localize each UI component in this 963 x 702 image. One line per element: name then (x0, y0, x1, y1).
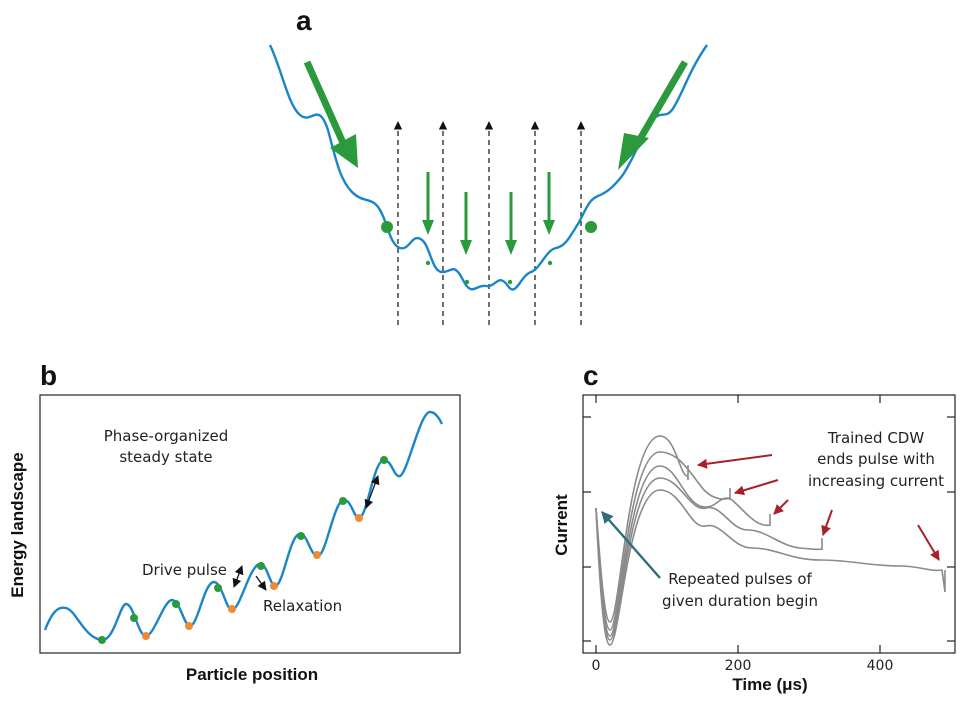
large-arrow-right-head (618, 133, 649, 170)
panel-b-particles (98, 456, 388, 644)
small-green-arrows (422, 172, 555, 255)
panel-c-yticks (583, 416, 955, 642)
particle-green-2 (130, 614, 138, 622)
particle-large-right (585, 221, 597, 233)
particle-small-4 (547, 260, 553, 266)
particle-green-4 (214, 584, 222, 592)
panel-a-letter: a (296, 5, 312, 36)
trace-3 (595, 465, 771, 637)
particle-orange-6 (355, 514, 363, 522)
energy-landscape-curve (43, 410, 444, 642)
drive-pulse-arrow (232, 565, 244, 588)
panel-b: b Energy landscape Particle position (8, 360, 461, 684)
particle-small-3 (507, 279, 513, 285)
small-arrow-2-head (460, 240, 472, 255)
red-arrow-1 (697, 454, 773, 469)
red-arrow-5 (917, 524, 940, 561)
panel-c-letter: c (583, 360, 599, 391)
red-arrow-3 (773, 499, 789, 515)
particle-orange-1 (142, 632, 150, 640)
steady-state-arrow (364, 475, 380, 509)
particle-orange-5 (313, 551, 321, 559)
large-green-arrows (303, 60, 689, 170)
particle-green-7 (339, 497, 347, 505)
annotation-steady-line2: steady state (119, 448, 212, 466)
particle-green-5 (257, 562, 265, 570)
panel-c: c 0 200 400 Current Time (μs) (552, 360, 956, 694)
relaxation-arrow (255, 575, 267, 591)
panel-c-frame (582, 394, 956, 654)
red-arrow-2 (734, 479, 779, 496)
panel-b-frame (39, 394, 461, 654)
large-arrow-left (303, 60, 348, 147)
annotation-trained-line3: increasing current (808, 472, 944, 490)
small-arrow-3-head (505, 240, 517, 255)
panel-b-ylabel: Energy landscape (8, 452, 27, 598)
panel-a: a (268, 5, 708, 325)
annotation-trained-line2: ends pulse with (817, 450, 935, 468)
xtick-label-200: 200 (725, 658, 752, 674)
panel-c-xlabel: Time (μs) (732, 675, 807, 694)
annotation-repeated-line2: given duration begin (662, 592, 818, 610)
panel-a-particles (381, 221, 597, 285)
particle-green-6 (297, 532, 305, 540)
panel-b-xlabel: Particle position (186, 665, 318, 684)
energy-well-curve (268, 44, 708, 291)
particle-orange-2 (185, 622, 193, 630)
particle-green-1 (98, 636, 106, 644)
particle-large-left (381, 221, 393, 233)
current-traces (595, 435, 946, 646)
particle-small-2 (464, 279, 470, 285)
annotation-repeated-line1: Repeated pulses of (668, 570, 812, 588)
particle-small-1 (425, 260, 431, 266)
panel-c-ylabel: Current (552, 494, 571, 556)
annotation-relaxation: Relaxation (263, 597, 342, 615)
xtick-label-400: 400 (867, 658, 894, 674)
red-arrow-4 (821, 509, 833, 536)
panel-b-letter: b (40, 360, 57, 391)
small-arrow-1-head (422, 220, 434, 235)
particle-green-8 (380, 456, 388, 464)
annotation-steady-line1: Phase-organized (104, 427, 229, 445)
dashed-guides (393, 121, 586, 325)
large-arrow-left-head (330, 134, 358, 168)
small-arrow-4-head (543, 220, 555, 235)
panel-c-xticks (595, 395, 881, 653)
annotation-trained-line1: Trained CDW (827, 429, 925, 447)
xtick-label-0: 0 (592, 658, 601, 674)
trace-4 (595, 477, 823, 641)
trace-5 (595, 489, 946, 646)
particle-orange-4 (270, 582, 278, 590)
teal-arrow (601, 511, 661, 579)
particle-orange-3 (228, 605, 236, 613)
particle-green-3 (172, 600, 180, 608)
large-arrow-right (632, 60, 689, 148)
panel-b-drive-arrows (232, 475, 380, 591)
annotation-drive-pulse: Drive pulse (142, 561, 227, 579)
red-arrows (697, 454, 940, 561)
